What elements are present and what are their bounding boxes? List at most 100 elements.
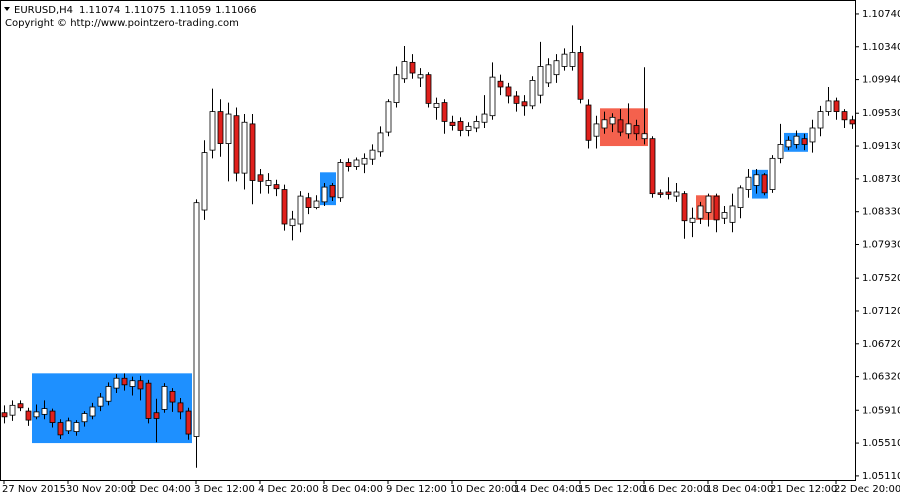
candle-body [617, 119, 624, 133]
candle-body [601, 119, 608, 129]
candle-body [177, 402, 184, 413]
candle-body [145, 382, 152, 419]
candle-body [17, 403, 24, 409]
candle-body [329, 185, 336, 198]
candle-body [593, 123, 600, 137]
candle-body [225, 113, 232, 144]
candle-body [793, 135, 800, 145]
candle-body [537, 66, 544, 96]
candle-body [577, 52, 584, 100]
candle-body [425, 74, 432, 104]
candle-body [657, 192, 664, 195]
y-tick-label: 1.10340 [862, 42, 900, 53]
y-tick-label: 1.06320 [862, 372, 900, 383]
candle-body [185, 410, 192, 435]
x-tick-label: 18 Dec 04:00 [706, 484, 773, 495]
candle-body [481, 113, 488, 123]
candle-body [561, 53, 568, 67]
candle-body [809, 127, 816, 143]
candle-body [417, 74, 424, 79]
candle-body [345, 162, 352, 167]
x-tick-label: 3 Dec 12:00 [194, 484, 255, 495]
candle-body [409, 61, 416, 74]
x-tick-label: 4 Dec 20:00 [258, 484, 319, 495]
candle-body [761, 174, 768, 194]
candle-body [633, 125, 640, 135]
candle-body [201, 152, 208, 211]
x-tick-label: 21 Dec 12:00 [770, 484, 837, 495]
candle-body [25, 410, 32, 421]
candle-body [737, 187, 744, 208]
candle-body [401, 61, 408, 80]
candle-body [169, 390, 176, 403]
candle-body [609, 116, 616, 125]
candle-body [681, 193, 688, 222]
candle-body [97, 396, 104, 407]
candle-body [529, 80, 536, 107]
x-tick-label: 2 Dec 04:00 [130, 484, 191, 495]
candle-body [273, 184, 280, 190]
candle-body [361, 157, 368, 165]
candle-body [473, 121, 480, 129]
candle-body [745, 176, 752, 190]
candle-body [457, 121, 464, 131]
candle-body [665, 191, 672, 195]
candle-body [257, 174, 264, 182]
candle-body [441, 102, 448, 122]
candle-body [777, 144, 784, 159]
candle-body [641, 133, 648, 140]
copyright: Copyright © http://www.pointzero-trading… [5, 18, 239, 29]
x-tick-label: 22 Dec 20:00 [834, 484, 900, 495]
candle-body [65, 420, 72, 432]
candle-body [801, 138, 808, 145]
y-tick-label: 1.05510 [862, 438, 900, 449]
candle-body [353, 159, 360, 167]
y-tick-label: 1.09130 [862, 141, 900, 152]
candle-body [513, 95, 520, 104]
candle-body [505, 86, 512, 97]
candle-body [33, 411, 40, 418]
candle-body [321, 186, 328, 203]
y-tick-label: 1.05910 [862, 405, 900, 416]
y-tick-label: 1.08730 [862, 174, 900, 185]
menu-arrow [4, 7, 10, 11]
candle-body [385, 101, 392, 133]
candle-body [113, 377, 120, 389]
candle-body [153, 412, 160, 419]
y-tick-label: 1.08330 [862, 207, 900, 218]
candle-body [393, 74, 400, 103]
x-tick-label: 10 Dec 20:00 [450, 484, 517, 495]
x-tick-label: 15 Dec 12:00 [578, 484, 645, 495]
y-tick-label: 1.07120 [862, 306, 900, 317]
candle-body [369, 149, 376, 160]
candle-body [129, 380, 136, 387]
candle-body [49, 410, 56, 423]
symbol: EURUSD,H4 [14, 5, 73, 16]
candle-body [313, 200, 320, 208]
candle-body [161, 386, 168, 410]
candle-body [209, 111, 216, 151]
candle-body [833, 100, 840, 112]
quote-value: 1.11059 [170, 5, 211, 16]
candle-body [825, 100, 832, 112]
quote-value: 1.11075 [124, 5, 165, 16]
quote-value: 1.11074 [79, 5, 120, 16]
candle-body [553, 60, 560, 76]
candle-body [89, 406, 96, 417]
x-tick-label: 14 Dec 04:00 [514, 484, 581, 495]
candle-body [1, 412, 8, 418]
candle-body [705, 195, 712, 213]
x-tick-label: 9 Dec 12:00 [386, 484, 447, 495]
candle-body [545, 64, 552, 84]
candle-body [449, 121, 456, 126]
candle-body [249, 123, 256, 181]
candle-body [649, 138, 656, 195]
candle-body [305, 197, 312, 208]
candle-body [337, 162, 344, 199]
candle-body [289, 218, 296, 227]
candle-body [57, 422, 64, 436]
candle-body [489, 76, 496, 117]
candle-body [137, 380, 144, 390]
candle-body [121, 377, 128, 386]
candle-body [729, 205, 736, 223]
